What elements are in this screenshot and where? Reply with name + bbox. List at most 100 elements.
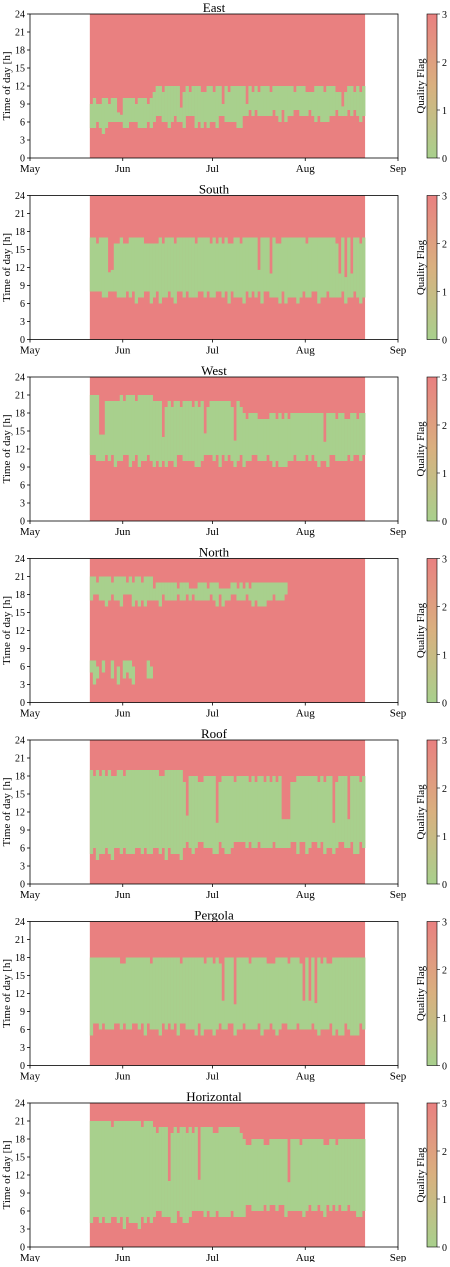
y-tick-label: 0 [20,335,25,346]
y-axis-label: Time of day [h] [1,233,13,302]
colorbar-tick-label: 2 [442,966,447,977]
good-flag-cell [350,273,354,298]
good-flag-cell [341,106,345,116]
good-flag-cell [242,86,246,116]
good-flag-cell [257,582,261,607]
good-flag-cell [251,582,255,607]
good-flag-cell [203,963,207,1030]
good-flag-cell [314,776,318,842]
good-flag-cell [92,1121,97,1217]
colorbar-tick-label: 2 [442,603,447,614]
good-flag-cell [146,770,150,854]
good-flag-cell [209,401,213,455]
x-tick-label: Jun [115,526,131,538]
good-flag-cell [317,413,321,467]
good-flag-cell [308,413,312,461]
good-flag-cell [314,237,318,292]
good-flag-cell [113,98,118,122]
good-flag-cell [362,776,366,848]
good-flag-cell [140,582,144,601]
good-flag-cell [347,419,351,455]
good-flag-cell [326,237,330,292]
good-flag-cell [287,963,291,1030]
good-flag-cell [347,86,351,110]
good-flag-cell [140,1127,144,1217]
good-flag-cell [131,395,136,461]
good-flag-cell [191,86,195,116]
good-flag-cell [128,770,133,854]
good-flag-cell [248,588,252,601]
good-flag-cell [158,86,162,116]
good-flag-cell [158,401,162,467]
good-flag-cell [101,237,106,298]
good-flag-cell [128,957,133,1030]
good-flag-cell [95,770,100,860]
good-flag-cell [191,776,195,854]
good-flag-cell [182,401,186,461]
good-flag-cell [209,243,213,298]
good-flag-cell [95,957,100,1024]
good-flag-cell [128,395,133,467]
y-tick-label: 18 [15,772,25,783]
good-flag-cell [164,407,168,467]
y-tick-label: 0 [20,1243,25,1254]
good-flag-cell [152,957,156,1030]
good-flag-cell [176,770,180,854]
good-flag-cell [269,963,273,1024]
colorbar-tick-label: 3 [442,555,447,566]
good-flag-cell [125,957,130,1030]
y-tick-label: 12 [15,263,25,274]
heatmap-cells [89,14,366,158]
good-flag-cell [215,1133,219,1211]
heatmap-cells [89,740,366,884]
colorbar-tick-label: 0 [442,880,447,891]
good-flag-cell [278,957,282,1030]
good-flag-cell [134,576,139,601]
good-flag-cell [104,98,109,128]
good-flag-cell [311,957,315,1024]
x-tick-label: Jul [206,708,219,720]
good-flag-cell [125,1121,130,1217]
y-tick-label: 24 [15,554,25,565]
good-flag-cell [194,86,198,128]
good-flag-cell [344,1139,348,1211]
good-flag-cell [176,86,180,122]
good-flag-cell [236,401,240,461]
good-flag-cell [356,776,360,854]
good-flag-cell [206,588,210,601]
good-flag-cell [95,395,100,461]
good-flag-cell [338,273,342,298]
good-flag-cell [143,98,147,128]
good-flag-cell [197,582,201,601]
good-flag-cell [176,957,180,1036]
good-flag-cell [293,782,297,842]
good-flag-cell [278,86,282,122]
good-flag-cell [257,92,261,116]
colorbar-tick-label: 1 [442,469,447,480]
y-tick-label: 6 [20,844,25,855]
good-flag-cell [302,413,306,461]
good-flag-cell [92,957,97,1024]
y-tick-label: 9 [20,1189,25,1200]
good-flag-cell [110,776,115,860]
good-flag-cell [131,770,136,854]
good-flag-cell [116,770,121,848]
good-flag-cell [179,1127,183,1217]
y-tick-label: 15 [15,427,25,438]
colorbar-tick-label: 2 [442,1147,447,1158]
good-flag-cell [278,1139,282,1205]
colorbar-tick-label: 2 [442,58,447,69]
good-flag-cell [245,1145,249,1205]
good-flag-cell [290,782,294,842]
good-flag-cell [161,582,165,595]
good-flag-cell [287,1182,291,1211]
good-flag-cell [149,770,153,854]
good-flag-cell [344,277,348,304]
good-flag-cell [260,237,264,304]
good-flag-cell [245,419,249,461]
good-flag-cell [125,243,130,292]
good-flag-cell [236,776,240,842]
good-flag-cell [329,1139,333,1211]
